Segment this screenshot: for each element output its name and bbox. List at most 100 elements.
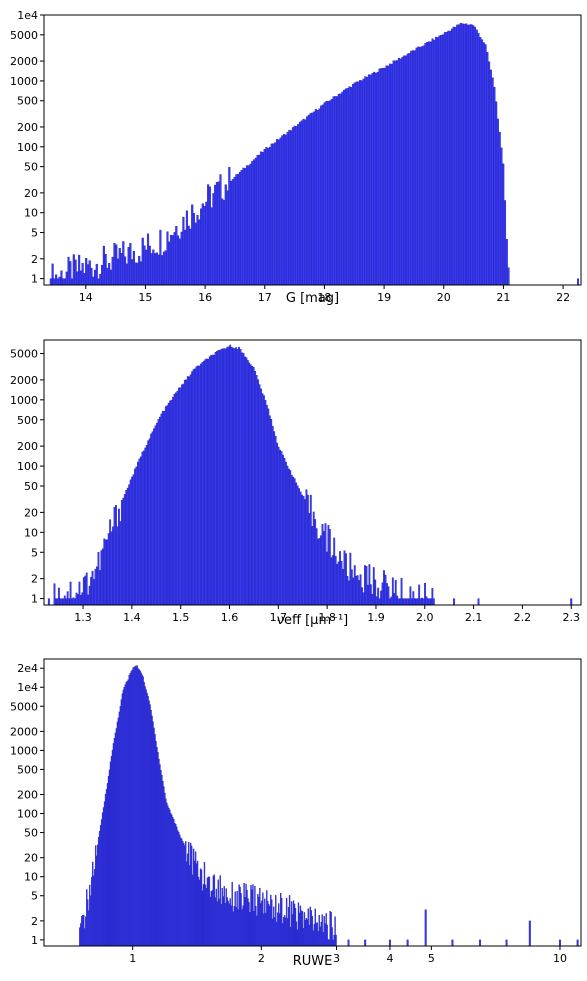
histogram-bar — [368, 564, 371, 606]
histogram-bar — [400, 577, 403, 606]
histogram-bar — [109, 269, 112, 286]
histogram-bar — [96, 566, 98, 606]
histogram-bar — [167, 402, 170, 606]
histogram-bar — [163, 411, 166, 606]
histogram-bar — [150, 253, 153, 286]
y-tick-label: 2000 — [10, 725, 38, 738]
histogram-bar — [463, 23, 466, 286]
histogram-bar — [221, 198, 224, 286]
histogram-bar — [108, 263, 111, 286]
histogram-bar — [433, 39, 436, 286]
histogram-outlier-bar — [570, 598, 573, 606]
histogram-bar — [260, 388, 262, 606]
histogram-bar — [102, 245, 105, 286]
histogram-bar — [169, 400, 172, 606]
histogram-bar — [314, 109, 317, 286]
histogram-bar — [336, 96, 339, 286]
histogram-bar — [420, 46, 423, 286]
histogram-bar — [251, 160, 254, 286]
histogram-bar — [128, 484, 131, 606]
histogram-bar — [74, 259, 77, 286]
histogram-bar — [180, 231, 183, 286]
histogram-bar — [151, 431, 154, 606]
x-tick-label: 14 — [79, 291, 93, 304]
histogram-bar — [173, 393, 176, 606]
histogram-bar — [257, 379, 259, 606]
histogram-bar — [148, 245, 151, 286]
histogram-bar — [394, 60, 397, 286]
histogram-bar — [369, 74, 372, 286]
y-tick-label: 500 — [17, 95, 38, 108]
histogram-bar — [350, 569, 353, 606]
histogram-bar — [344, 88, 348, 286]
histogram-bar — [235, 347, 238, 606]
histogram-bar — [49, 278, 52, 286]
histogram-bar — [284, 134, 287, 286]
histogram-bar — [498, 131, 501, 286]
histogram-bar — [63, 595, 66, 606]
histogram-bar — [138, 458, 141, 606]
histogram-bar — [69, 261, 72, 286]
histogram-bar — [321, 104, 325, 286]
x-axis-label: RUWE — [293, 954, 333, 969]
histogram-bar — [353, 565, 356, 606]
histogram-bar — [171, 235, 174, 286]
plot-frame — [43, 339, 582, 606]
histogram-bar — [356, 575, 359, 606]
histogram-bar — [210, 355, 213, 606]
histogram-outlier-bar — [51, 278, 54, 286]
histogram-outlier-bar — [406, 939, 409, 947]
histogram-bar — [191, 204, 194, 286]
histogram-bar — [90, 267, 93, 286]
histogram-bar — [365, 566, 368, 606]
histogram-bar — [428, 598, 431, 606]
histogram-bar — [214, 184, 217, 286]
histogram-bar — [381, 582, 384, 606]
histogram-bar — [147, 440, 150, 606]
histogram-bar — [413, 50, 416, 286]
histogram-bar — [422, 45, 425, 286]
histogram-bar — [424, 583, 426, 606]
y-tick-label: 2 — [31, 573, 38, 586]
histogram-bar — [406, 598, 409, 606]
histogram-bar — [343, 89, 346, 286]
histogram-bar — [141, 451, 144, 606]
histogram-bar — [256, 155, 259, 286]
histogram-bar — [388, 598, 391, 606]
histogram-bar — [274, 435, 277, 606]
histogram-bar — [452, 26, 455, 286]
histogram-bar — [277, 446, 280, 606]
histogram-bar — [397, 58, 401, 286]
histogram-bar — [226, 346, 229, 606]
histogram-bar — [244, 168, 247, 286]
histogram-bar — [325, 551, 328, 606]
histogram-bar — [138, 255, 141, 286]
histogram-bar — [156, 422, 158, 606]
histogram-ruwe: 1 2 5 10 20 50 100 200 500 1000 2000 5000 1e4 2e4 1 2 3 4… — [10, 658, 582, 969]
histogram-bar — [482, 42, 485, 286]
histogram-bar — [291, 127, 294, 286]
histogram-bar — [246, 360, 249, 606]
histogram-bar — [119, 521, 122, 606]
x-tick-label: 16 — [198, 291, 212, 304]
histogram-bar — [159, 229, 162, 286]
histogram-bar — [480, 39, 484, 286]
histogram-bar — [317, 538, 320, 606]
x-tick-label: 18 — [317, 291, 331, 304]
histogram-bar — [327, 100, 330, 286]
histogram-bar — [178, 238, 181, 286]
histogram-bar — [56, 278, 59, 286]
y-tick-label: 2000 — [10, 55, 38, 68]
histogram-bar — [304, 119, 307, 286]
histogram-bar — [113, 243, 116, 286]
histogram-bar — [302, 118, 305, 286]
histogram-bar — [337, 561, 340, 606]
histogram-bar — [468, 24, 471, 286]
histogram-outlier-bar — [388, 939, 391, 947]
histogram-bar — [199, 208, 203, 286]
histogram-bar — [271, 425, 274, 606]
histogram-bar — [230, 347, 233, 606]
histogram-bar — [263, 395, 265, 606]
histogram-bar — [489, 69, 492, 286]
